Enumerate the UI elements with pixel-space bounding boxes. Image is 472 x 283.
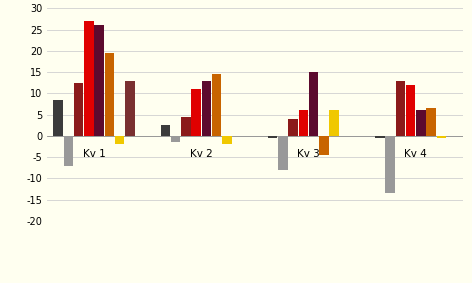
Bar [288, 119, 298, 136]
Bar [74, 83, 83, 136]
Bar [105, 53, 114, 136]
Bar [406, 85, 415, 136]
Bar [427, 108, 436, 136]
Bar [268, 136, 277, 138]
Bar [278, 136, 287, 170]
Text: Kv 2: Kv 2 [190, 149, 212, 159]
Bar [416, 110, 426, 136]
Bar [84, 21, 93, 136]
Bar [181, 117, 191, 136]
Text: Kv 4: Kv 4 [405, 149, 427, 159]
Bar [222, 136, 232, 144]
Bar [160, 125, 170, 136]
Bar [212, 74, 221, 136]
Text: Kv 1: Kv 1 [83, 149, 105, 159]
Text: Kv 3: Kv 3 [297, 149, 320, 159]
Bar [64, 136, 73, 166]
Bar [375, 136, 385, 138]
Bar [115, 136, 125, 144]
Bar [329, 110, 339, 136]
Bar [385, 136, 395, 193]
Bar [53, 100, 63, 136]
Bar [202, 81, 211, 136]
Bar [396, 81, 405, 136]
Bar [299, 110, 308, 136]
Bar [319, 136, 329, 155]
Bar [125, 81, 135, 136]
Bar [171, 136, 180, 142]
Bar [437, 136, 446, 138]
Bar [94, 25, 104, 136]
Bar [191, 89, 201, 136]
Bar [309, 72, 319, 136]
